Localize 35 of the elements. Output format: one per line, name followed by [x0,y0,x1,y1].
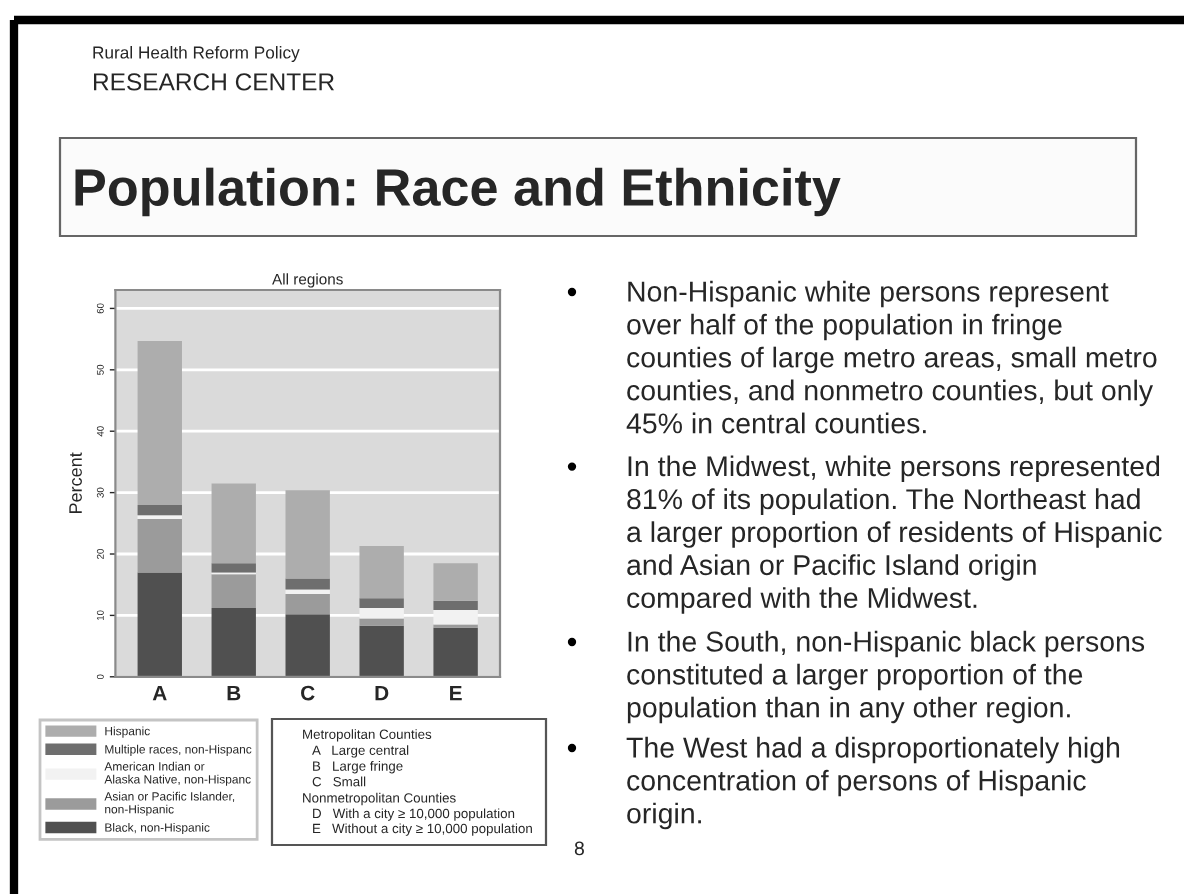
bar [211,563,256,573]
text: 8 [574,841,584,856]
bar [211,483,256,564]
x-tick-label: A [152,685,167,701]
y-axis-title: Percent [69,452,82,514]
bar [359,598,404,609]
bar [433,600,478,610]
bar [285,578,330,590]
bar [137,519,182,573]
text: In the South, non-Hispanic black persons constituted a larger proportion of the population than in any other region. [627,630,1145,724]
bar [433,609,478,625]
x-tick-label: C [301,685,315,701]
bar [433,627,478,677]
bar [137,572,182,677]
bar [137,340,182,505]
bar [359,608,404,619]
bar [211,574,256,609]
bar [359,618,404,626]
bar [137,504,182,516]
text: In the Midwest, white persons represented 81% of its population. The Northeast had a larger proportion of residents of Hispanic and Asian or Pacific Island origin compared with the Midwest. [627,455,1162,614]
bar [359,546,404,599]
bar [211,608,256,677]
bar [285,490,330,579]
bar [285,593,330,615]
x-tick-label: E [450,685,462,701]
bar [359,625,404,677]
text: Non-Hispanic white persons represent over half of the population in fringe counties of large metro areas, small metro counties, and nonmetro counties, but only 45% in central counties. [626,280,1157,434]
x-tick-label: D [375,685,389,701]
text: The West had a disproportionately high concentration of persons of Hispanic origin. [626,736,1120,830]
bar [433,563,478,601]
text: RESEARCH CENTER [94,73,334,91]
bar [285,614,330,677]
chart-title: Population: Race and Ethnicity [75,167,841,217]
x-tick-label: B [227,685,241,701]
text: Rural Health Reform Policy [93,45,300,63]
